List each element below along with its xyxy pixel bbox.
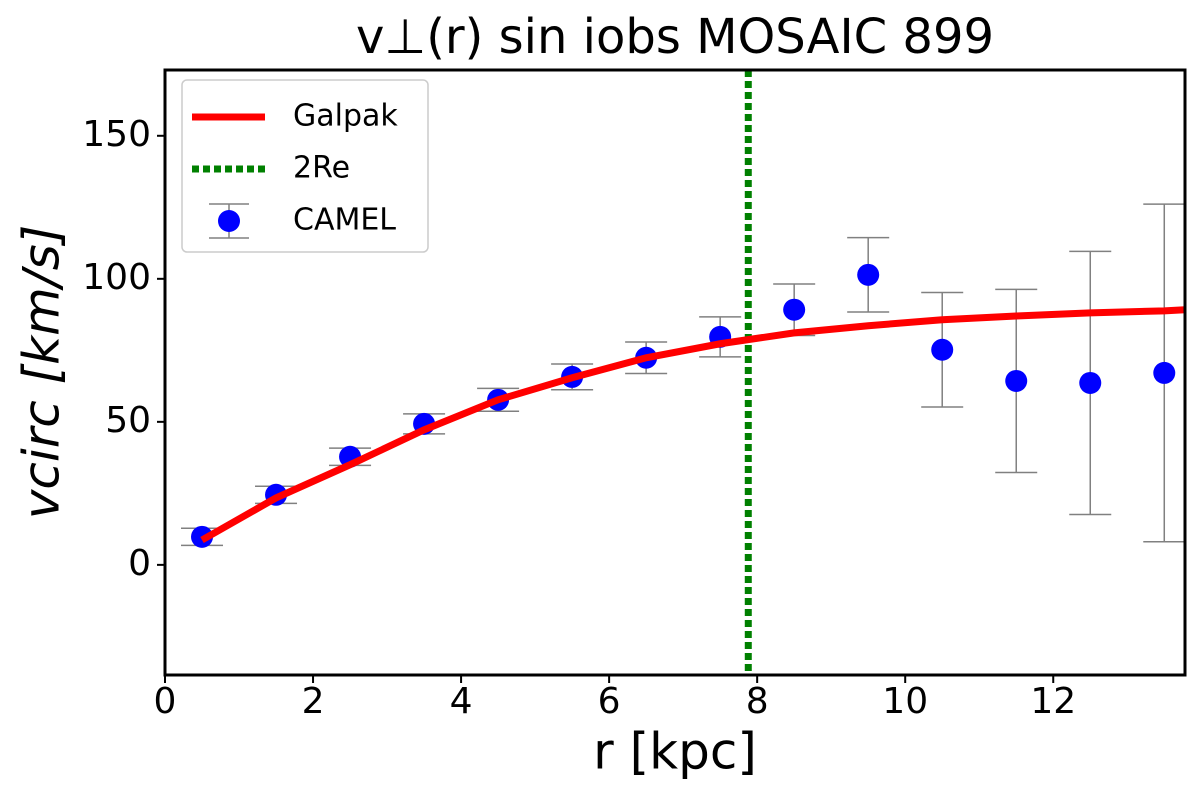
- data-point: [931, 338, 954, 361]
- x-tick-label: 0: [154, 681, 177, 722]
- legend-label: CAMEL: [293, 203, 396, 238]
- data-point: [1005, 369, 1028, 392]
- y-tick-label: 100: [82, 257, 151, 298]
- x-tick-label: 8: [746, 681, 769, 722]
- data-point: [857, 263, 880, 286]
- legend-label: 2Re: [293, 151, 350, 186]
- data-point: [1079, 371, 1102, 394]
- y-axis-label: vcirc [km/s]: [13, 225, 71, 519]
- x-tick-label: 2: [302, 681, 325, 722]
- y-tick-label: 50: [105, 400, 151, 441]
- legend-label: Galpak: [293, 99, 398, 134]
- legend-swatch: [218, 210, 240, 232]
- plot-frame: [163, 68, 1187, 677]
- y-tick-label: 150: [82, 114, 151, 155]
- legend-box: [181, 79, 429, 253]
- x-tick-label: 6: [598, 681, 621, 722]
- model-line: [200, 306, 1185, 544]
- x-tick-label: 4: [450, 681, 473, 722]
- x-tick-label: 10: [882, 681, 928, 722]
- x-axis-label: r [kpc]: [593, 723, 757, 781]
- chart-title: v⊥(r) sin iobs MOSAIC 899: [356, 9, 994, 65]
- data-point: [1153, 361, 1176, 384]
- y-tick-label: 0: [128, 543, 151, 584]
- data-point: [783, 298, 806, 321]
- x-tick-label: 12: [1030, 681, 1076, 722]
